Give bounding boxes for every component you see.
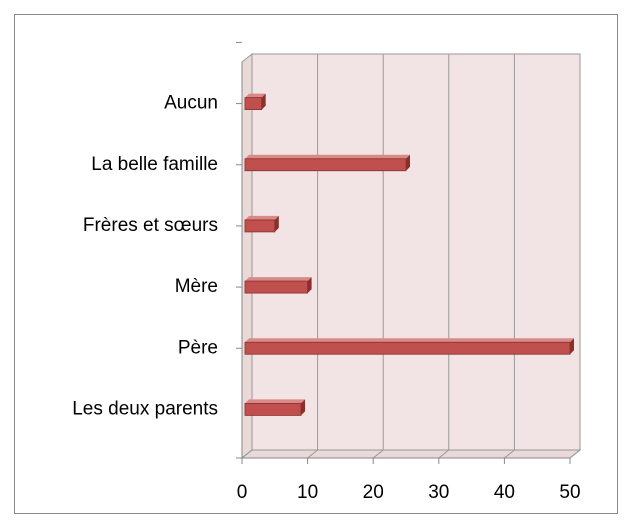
bar <box>244 341 571 355</box>
grid-line <box>504 449 515 459</box>
x-tick-label: 10 <box>297 482 318 503</box>
bar-top <box>245 154 410 159</box>
x-tick-label: 40 <box>494 482 515 503</box>
bar-top <box>245 399 306 404</box>
y-tick-label: Frères et sœurs <box>83 215 218 236</box>
bar-end <box>406 154 410 171</box>
y-tick-label: Les deux parents <box>72 398 218 419</box>
x-tick-label: 30 <box>428 482 449 503</box>
bar <box>244 219 276 233</box>
grid-line <box>438 449 450 459</box>
bar-top <box>245 215 279 220</box>
bar-top <box>245 93 266 98</box>
bar <box>244 403 302 416</box>
bar-end <box>301 399 306 416</box>
grid-line <box>569 449 581 459</box>
bar-top <box>245 277 312 282</box>
bar <box>244 97 263 110</box>
y-tick-label: Père <box>178 337 218 358</box>
bar-end <box>261 93 266 110</box>
x-tick-label: 50 <box>559 482 580 503</box>
bar-end <box>307 277 312 294</box>
y-tick-label: Mère <box>175 276 218 297</box>
bar <box>244 280 308 294</box>
grid-line <box>372 449 384 459</box>
bar-end <box>274 215 279 232</box>
bar-end <box>570 338 574 355</box>
y-tick-label: Aucun <box>164 93 218 114</box>
x-tick-label: 20 <box>363 482 384 503</box>
grid-line <box>241 449 253 459</box>
y-tick-label: La belle famille <box>91 154 218 175</box>
floor <box>240 449 582 459</box>
bar <box>244 158 407 172</box>
back-wall <box>251 53 581 451</box>
side-wall <box>241 52 253 460</box>
bar-top <box>245 338 574 343</box>
x-tick-label: 0 <box>237 482 248 503</box>
grid-line <box>307 449 318 459</box>
